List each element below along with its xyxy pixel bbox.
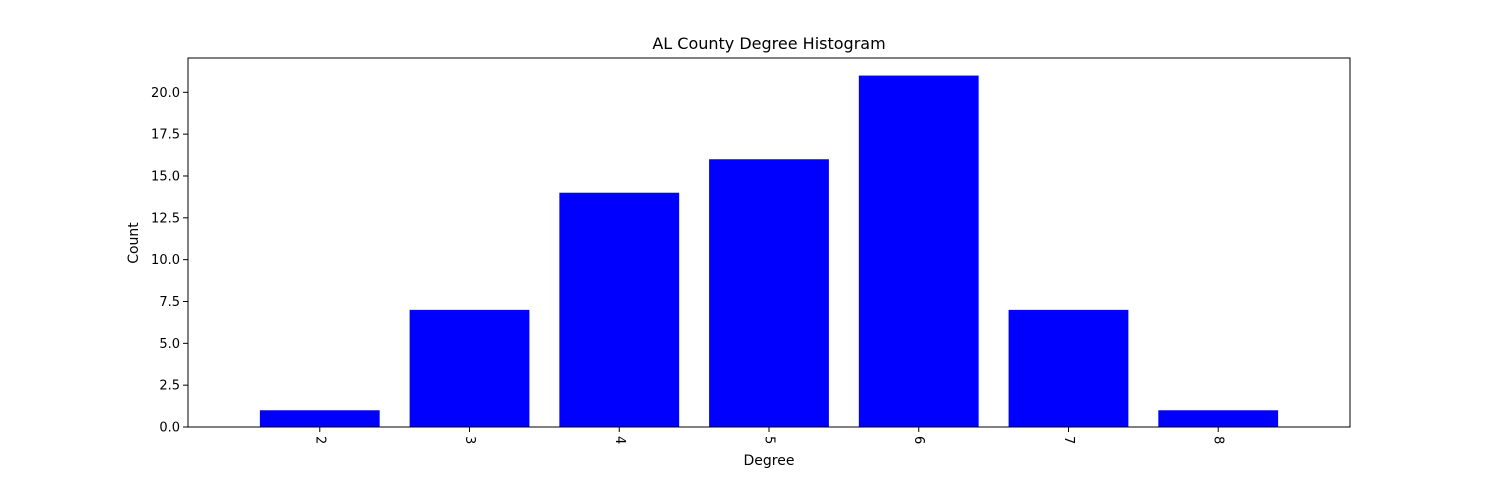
y-tick-label: 17.5 bbox=[151, 128, 180, 143]
bars-layer bbox=[259, 75, 1279, 428]
y-tick-label: 2.5 bbox=[159, 379, 180, 394]
x-tick-label: 2 bbox=[312, 436, 327, 444]
bar-2 bbox=[259, 410, 380, 427]
x-tick-label: 7 bbox=[1061, 436, 1076, 444]
x-tick-label: 4 bbox=[612, 436, 627, 444]
bar-6 bbox=[858, 75, 979, 428]
x-tick-label: 6 bbox=[911, 436, 926, 444]
x-axis-label: Degree bbox=[744, 453, 795, 469]
chart-title: AL County Degree Histogram bbox=[652, 34, 885, 53]
bar-3 bbox=[409, 309, 530, 427]
y-tick-label: 15.0 bbox=[151, 169, 180, 184]
y-tick-label: 5.0 bbox=[159, 337, 180, 352]
y-tick-label: 0.0 bbox=[159, 421, 180, 436]
y-tick-label: 20.0 bbox=[151, 86, 180, 101]
bar-4 bbox=[559, 192, 680, 427]
y-tick-label: 10.0 bbox=[151, 253, 180, 268]
x-tick-label: 3 bbox=[462, 436, 477, 444]
y-axis-label: Count bbox=[126, 222, 142, 264]
x-tick-label: 8 bbox=[1211, 436, 1226, 444]
y-tick-label: 7.5 bbox=[159, 295, 180, 310]
bar-5 bbox=[709, 159, 829, 427]
y-tick-label: 12.5 bbox=[151, 211, 180, 226]
x-tick-label: 5 bbox=[762, 436, 777, 444]
axes-layer: 0.0 2.5 5.0 7.5 10.0 12.5 15.0 17.5 20.0 2 3 4 5 6 7 8 bbox=[151, 57, 1351, 444]
bar-7 bbox=[1008, 309, 1129, 427]
bar-8 bbox=[1158, 410, 1279, 427]
